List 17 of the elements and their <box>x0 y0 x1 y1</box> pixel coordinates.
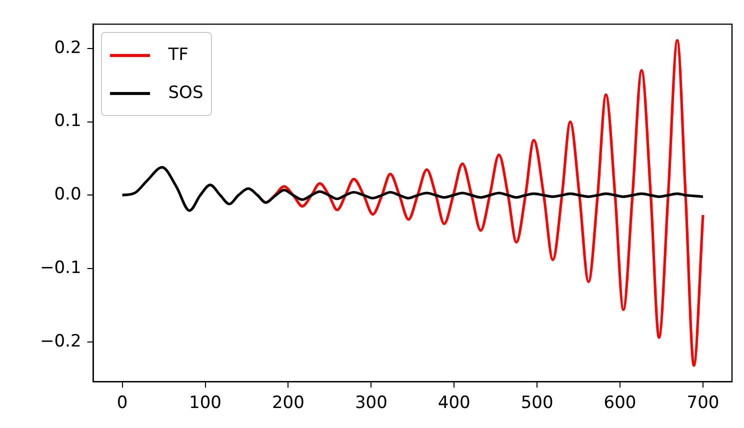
y-tick-label: 0.2 <box>54 38 82 58</box>
legend-label: SOS <box>168 83 204 104</box>
legend-label: TF <box>168 45 188 66</box>
line-series <box>121 166 704 212</box>
x-tick-label: 100 <box>189 393 222 414</box>
y-tick-label: 0.0 <box>54 184 82 205</box>
x-tick-label: 700 <box>686 393 720 414</box>
x-tick-label: 400 <box>438 393 470 414</box>
y-tick-label: −0.2 <box>40 331 82 352</box>
y-tick-label: −0.1 <box>40 258 82 278</box>
x-tick-label: 600 <box>604 393 636 414</box>
x-tick-label: 200 <box>272 393 304 414</box>
line-series <box>256 39 704 367</box>
y-tick-label: 0.1 <box>54 111 82 132</box>
x-tick-label: 500 <box>520 393 554 414</box>
x-tick-label: 300 <box>354 393 388 414</box>
x-tick-label: 0 <box>116 393 128 414</box>
